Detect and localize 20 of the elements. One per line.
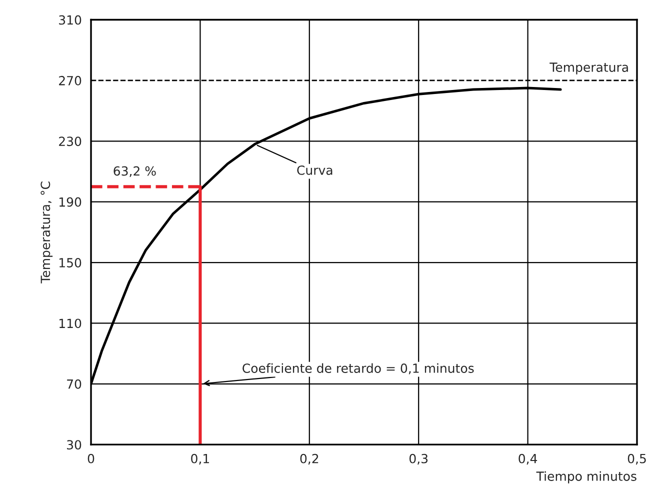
y-tick-label: 270 <box>59 76 82 86</box>
x-tick-label: 0,4 <box>518 454 538 465</box>
y-tick-label: 230 <box>59 136 82 146</box>
y-tick-label: 150 <box>59 258 82 268</box>
x-tick-label: 0,1 <box>191 454 209 465</box>
y-axis-title: Temperatura, °C <box>40 182 53 284</box>
annotation: Coeficiente de retardo = 0,1 minutos <box>242 363 474 374</box>
y-tick-label: 190 <box>59 197 82 207</box>
x-tick-label: 0 <box>88 454 94 464</box>
annotation: 63,2 % <box>114 166 156 178</box>
x-tick-label: 0,2 <box>300 454 318 465</box>
x-tick-label: 0,5 <box>628 454 646 465</box>
y-tick-label: 70 <box>67 379 82 389</box>
x-axis-title: Tiempo minutos <box>536 471 636 484</box>
y-tick-label: 110 <box>59 318 82 328</box>
annotation: Curva <box>297 165 332 175</box>
ref-line-label: Temperatura <box>550 62 628 74</box>
y-tick-label: 310 <box>59 15 82 25</box>
x-tick-label: 0,3 <box>409 454 428 465</box>
y-tick-label: 30 <box>67 440 82 450</box>
